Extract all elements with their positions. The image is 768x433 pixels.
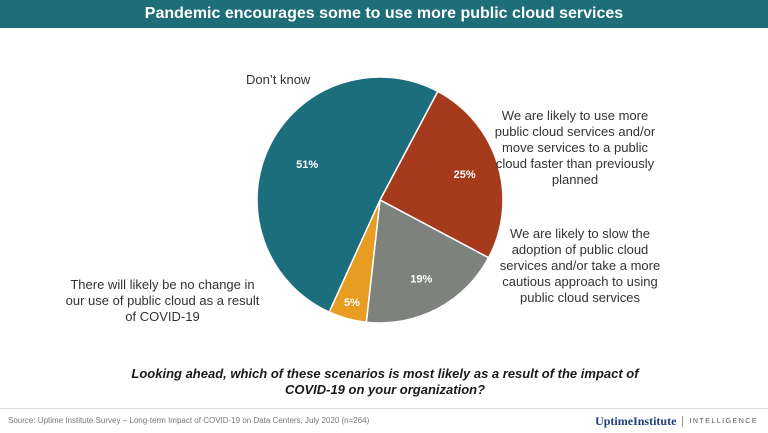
slice-label-more-cloud: We are likely to use more public cloud s…: [494, 108, 656, 187]
pie-slice-no-change: [256, 76, 439, 314]
slice-label-slow-adoption: We are likely to slow the adoption of pu…: [499, 226, 661, 305]
pie-value-label-no-change: 51%: [296, 159, 318, 171]
pie-value-label-dont-know: 25%: [454, 169, 476, 181]
survey-question: Looking ahead, which of these scenarios …: [131, 366, 639, 397]
pie-value-label-slow-adoption: 5%: [344, 297, 360, 309]
pie-value-label-more-cloud: 19%: [410, 273, 432, 285]
source-note: Source: Uptime Institute Survey – Long-t…: [8, 416, 370, 425]
slice-label-dont-know: Don’t know: [246, 72, 311, 87]
logo-brand: UptimeInstitute: [595, 414, 677, 428]
footer: Source: Uptime Institute Survey – Long-t…: [0, 408, 768, 433]
slice-label-no-change: There will likely be no change in our us…: [65, 277, 260, 324]
logo-divider: [682, 416, 684, 427]
uptime-logo: UptimeInstitute INTELLIGENCE: [595, 414, 758, 429]
pie-chart: 25% 19% 5% 51%: [256, 76, 504, 324]
pie-slice-more-cloud: [365, 198, 490, 324]
logo-sub: INTELLIGENCE: [689, 418, 758, 425]
chart-title: Pandemic encourages some to use more pub…: [0, 0, 768, 28]
